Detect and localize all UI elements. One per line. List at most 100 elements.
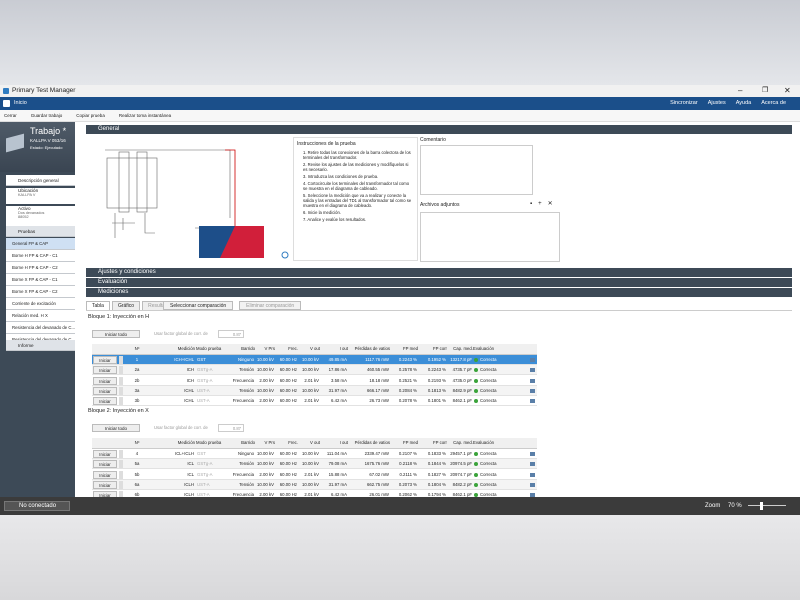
comment-box[interactable] — [420, 145, 533, 195]
toolbar-button[interactable]: Copiar prueba — [76, 113, 105, 118]
minimize[interactable]: – — [738, 86, 743, 95]
connection-status[interactable]: No conectado — [4, 501, 70, 511]
row-edit-icon[interactable] — [530, 452, 535, 456]
table-cell: ICHL — [184, 398, 194, 404]
section-measurements[interactable]: Mediciones — [86, 288, 792, 297]
table-cell: 4735.7 pF — [452, 367, 472, 373]
zoom-label: Zoom — [705, 503, 721, 509]
start-button[interactable]: Iniciar — [93, 460, 117, 469]
table-cell: UST-A — [197, 387, 210, 393]
column-header: I out — [339, 440, 348, 445]
table-cell: GSTg-A — [197, 367, 213, 373]
table-row[interactable] — [92, 479, 537, 490]
attachment-actions[interactable]: ▪+✕ — [530, 201, 559, 207]
tab[interactable]: Gráfico — [111, 301, 141, 310]
menu-item[interactable]: Acerca de — [761, 100, 786, 106]
start-all-button[interactable]: Iniciar todo — [92, 424, 140, 432]
test-item[interactable]: Relación med. H X — [6, 310, 75, 322]
zoom-thumb[interactable] — [760, 502, 763, 510]
row-edit-icon[interactable] — [530, 378, 535, 383]
test-item[interactable]: Resistencia del devanado de C... — [6, 322, 75, 334]
zoom-slider[interactable] — [748, 505, 786, 506]
menu-home[interactable]: Inicio — [14, 100, 27, 106]
table-row[interactable] — [92, 459, 537, 470]
tab[interactable]: Tabla — [86, 301, 110, 310]
section-general[interactable]: General — [86, 125, 792, 134]
row-edit-icon[interactable] — [530, 388, 535, 393]
test-item[interactable]: Borne H FP & CAP - C2 — [6, 262, 75, 274]
table-row[interactable] — [92, 449, 537, 459]
table-cell: 0.2111 % — [399, 471, 417, 477]
table-row[interactable] — [92, 355, 537, 365]
comparison-button[interactable]: Eliminar comparación — [239, 301, 302, 310]
start-button[interactable]: Iniciar — [93, 450, 117, 458]
sidebar: Trabajo * KALLPA V 053/16 Estado: Ejecut… — [0, 122, 75, 497]
menu-item[interactable]: Ajustes — [707, 100, 726, 106]
table-row[interactable] — [92, 375, 537, 386]
row-edit-icon[interactable] — [530, 368, 535, 373]
start-button[interactable]: Iniciar — [93, 376, 117, 385]
table-cell: 111.04 mA — [326, 451, 347, 456]
table-cell: 0.2073 % — [398, 481, 417, 487]
row-edit-icon[interactable] — [530, 482, 535, 487]
test-item[interactable]: Borne X FP & CAP - C1 — [6, 274, 75, 286]
table-cell: 0.1833 % — [427, 451, 446, 456]
table-row[interactable] — [92, 385, 537, 396]
close[interactable]: ✕ — [784, 86, 791, 95]
table-cell: 10.00 kV — [302, 481, 319, 487]
table-cell: 8482.9 pF — [452, 387, 472, 393]
row-arrow — [119, 397, 123, 406]
start-all-button[interactable]: Iniciar todo — [92, 330, 140, 338]
start-button[interactable]: Iniciar — [93, 366, 117, 375]
toolbar-button[interactable]: Cerrar — [4, 113, 17, 118]
global-factor-label: Usar factor global de corr. de — [154, 425, 208, 430]
table-cell: Correcta — [480, 481, 497, 487]
toolbar-button[interactable]: Realizar toma instantánea — [118, 113, 172, 118]
report-item[interactable]: Informe — [6, 340, 75, 351]
column-header: FP corr — [432, 440, 447, 445]
table-cell: 0.2243 % — [398, 357, 417, 362]
maximize[interactable]: ❐ — [762, 87, 769, 94]
table-cell: 8482.2 pF — [452, 481, 472, 487]
table-cell: ICLH — [184, 492, 194, 498]
row-arrow — [119, 470, 123, 479]
row-edit-icon[interactable] — [530, 399, 535, 404]
column-header: FP med — [403, 346, 418, 351]
section-evaluation[interactable]: Evaluación — [86, 278, 792, 287]
table-row[interactable] — [92, 365, 537, 376]
table-cell: 0.1827 % — [427, 471, 446, 477]
table-cell: 666.17 mW — [367, 387, 389, 393]
row-edit-icon[interactable] — [530, 358, 535, 362]
table-row[interactable] — [92, 396, 537, 407]
location-item[interactable]: Ubicación KALLPA V — [6, 188, 75, 204]
start-button[interactable]: Iniciar — [93, 470, 117, 479]
start-button[interactable]: Iniciar — [93, 356, 117, 364]
test-item[interactable]: Borne X FP & CAP - C2 — [6, 286, 75, 298]
comparison-button[interactable]: Seleccionar comparación — [163, 301, 234, 310]
menu-item[interactable]: Ayuda — [735, 100, 752, 106]
test-item[interactable]: Corriente de excitación — [6, 298, 75, 310]
asset-item[interactable]: Activo Dos devanados 88052 — [6, 206, 75, 226]
section-settings[interactable]: Ajustes y condiciones — [86, 268, 792, 277]
status-icon — [474, 472, 478, 477]
start-button[interactable]: Iniciar — [93, 480, 117, 489]
test-item[interactable]: Borne H FP & CAP - C1 — [6, 250, 75, 262]
location-name: KALLPA V — [18, 193, 36, 197]
row-edit-icon[interactable] — [530, 493, 535, 498]
row-edit-icon[interactable] — [530, 462, 535, 467]
toolbar-button[interactable]: Guardar trabajo — [30, 113, 63, 118]
test-item[interactable]: General FP & CAP — [6, 238, 75, 250]
app-icon — [3, 88, 9, 94]
overview-item[interactable]: Descripción general — [6, 175, 75, 186]
table-row[interactable] — [92, 469, 537, 480]
table-cell: 10.00 kV — [257, 481, 274, 487]
start-button[interactable]: Iniciar — [93, 397, 117, 406]
tests-header[interactable]: Pruebas — [6, 226, 75, 237]
row-edit-icon[interactable] — [530, 472, 535, 477]
menu-item[interactable]: Sincronizar — [670, 100, 698, 106]
table-cell: 2.01 kV — [304, 492, 319, 498]
start-button[interactable]: Iniciar — [93, 386, 117, 395]
row-arrow — [119, 376, 123, 385]
table-cell: Tensión — [239, 367, 254, 373]
status-icon — [474, 378, 478, 383]
